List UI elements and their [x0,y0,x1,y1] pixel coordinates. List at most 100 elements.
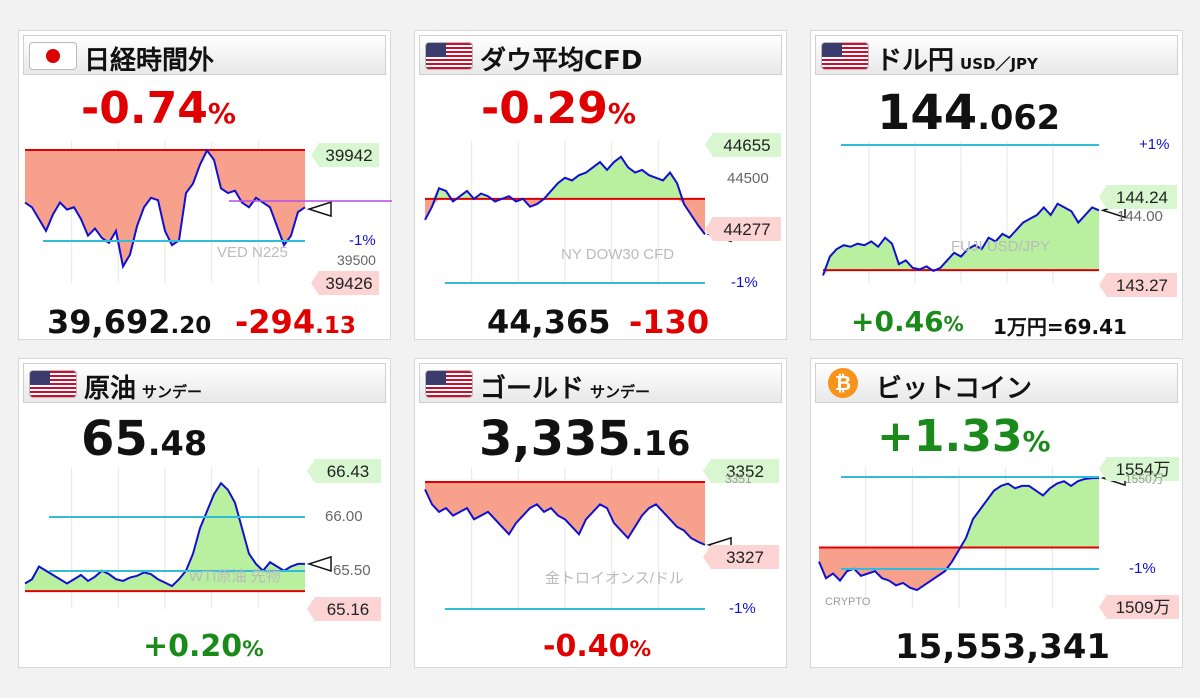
panel-title: 原油 サンデー [84,374,203,404]
change-percent: -0.29% [481,83,636,134]
low-label-bg [703,545,779,569]
watermark: VED N225 [217,244,288,261]
high-label-bg [705,133,781,157]
high-label-bg [311,143,379,167]
low-label: 65.16 [327,600,370,619]
panel-dow[interactable]: ダウ平均CFD -0.29% 44655 44277 44500 -1% NY DOW3… [414,30,787,341]
series-line [424,155,706,235]
chart-nikkei: 39942 39426 -1% 39500 VED N225 [24,141,392,295]
panel-title: ゴールド サンデー [480,374,651,404]
last-price-marker [306,201,332,218]
high-label-bg [703,459,779,483]
last-price-marker [306,555,332,572]
change-percent: -0.40% [543,629,652,664]
low-label-bg [1099,273,1177,297]
area-below-base [25,149,305,267]
diff: -130 [629,303,710,341]
level-label: 3351 [725,472,752,486]
price: 144.062 [877,85,1061,141]
high-label: 44655 [723,136,770,155]
low-label-bg [705,217,781,241]
low-label-bg [307,597,381,621]
price: 3,335.16 [479,411,691,467]
low-label-bg [1099,595,1179,619]
level-label: 44500 [727,170,769,187]
change-percent: +0.46% [851,305,964,338]
series-line [24,148,306,270]
area-below-base [425,481,705,545]
chart-usdjpy: +1% 144.24 143.27 144.00 FUJI USD/JPY [822,136,1177,297]
price: 15,553,341 [895,627,1111,667]
diff: -294.13 [235,303,356,341]
high-label: 66.43 [327,462,370,481]
price: 39,692.20 [47,303,212,341]
level-label: 144.00 [1117,208,1163,225]
high-label-bg [1099,457,1179,481]
low-label: 3327 [726,548,764,567]
high-label: 39942 [325,146,372,165]
panel-header: ドル円 USD／JPY [815,35,1178,76]
watermark: NY DOW30 CFD [561,246,674,263]
price: 44,365 [487,303,611,341]
low-label: 39426 [325,274,372,293]
pct-label: -1% [1129,560,1156,577]
watermark: CRYPTO [825,596,871,608]
bitcoin-icon: ₿ [828,368,858,398]
pct-label: -1% [731,274,758,291]
area-above-base [25,483,305,592]
panel-title: ビットコイン [876,374,1033,404]
us-flag-icon [426,43,472,69]
japan-flag-icon [30,43,76,69]
panel-title: ドル円 USD／JPY [876,46,1038,76]
chart-gold: 3352 3327 -1% 3351 金トロイオンス/ドル [424,459,779,617]
change-percent: +0.20% [143,629,264,664]
chart-btc: 1554万 1509万 1550万 -1% CRYPTO [818,457,1179,619]
us-flag-icon [30,371,76,397]
pct-label: -1% [349,232,376,249]
chart-dow: 44655 44277 44500 -1% NY DOW30 CFD [424,133,781,291]
panel-header: 日経時間外 [23,35,386,76]
change-percent: -0.74% [81,83,236,134]
low-label-bg [311,271,379,295]
panel-title: ダウ平均CFD [480,46,643,76]
series-line [822,202,1100,276]
series-line [24,481,305,588]
panel-btc[interactable]: ₿ ビットコイン +1.33% 1554万 1509万 1550万 -1% CRYPTO… [810,358,1183,668]
high-label: 3352 [726,462,764,481]
panel-header: ₿ ビットコイン [815,363,1178,404]
panel-gold[interactable]: ゴールド サンデー 3,335.16 3352 3327 -1% 3351 金トロイオンス… [414,358,787,668]
area-above-base [823,203,1099,271]
panel-nikkei[interactable]: 日経時間外 -0.74% 39942 39426 -1% 39500 VED N225 … [18,30,392,341]
area-above-base [819,478,1099,548]
high-label: 144.24 [1116,188,1168,207]
high-label: 1554万 [1116,460,1171,479]
panel-title: 日経時間外 [84,46,215,76]
us-flag-icon [822,43,868,69]
low-label: 44277 [723,220,770,239]
low-label: 143.27 [1116,276,1168,295]
high-label-bg [307,459,381,483]
panel-header: ダウ平均CFD [419,35,782,76]
high-label-bg [1099,185,1177,209]
change-percent: +1.33% [877,411,1051,462]
level1-label: 66.00 [325,508,363,525]
level-label: 39500 [337,252,376,268]
series-line [818,477,1100,592]
panel-usdjpy[interactable]: ドル円 USD／JPY 144.062 +1% 144.24 143.27 144.00… [810,30,1183,340]
watermark: WTI原油 先物 [189,568,281,585]
pct-label: +1% [1139,136,1169,153]
pct-label: -1% [729,600,756,617]
area-below-base [819,547,1099,591]
price: 65.48 [81,411,208,467]
watermark: 金トロイオンス/ドル [545,570,684,587]
yen-conversion: 1万円=69.41 [993,315,1127,339]
us-flag-icon [426,371,472,397]
chart-oil: 66.43 65.16 66.00 65.50 WTI原油 先物 [24,459,381,621]
level-label: 1550万 [1125,472,1164,486]
series-line [424,488,706,546]
low-label: 1509万 [1116,598,1171,617]
panel-oil[interactable]: 原油 サンデー 65.48 66.43 65.16 66.00 65.50 WTI原油 先… [18,358,391,668]
level2-label: 65.50 [333,562,371,579]
watermark: FUJI USD/JPY [951,238,1050,255]
panel-header: ゴールド サンデー [419,363,782,404]
